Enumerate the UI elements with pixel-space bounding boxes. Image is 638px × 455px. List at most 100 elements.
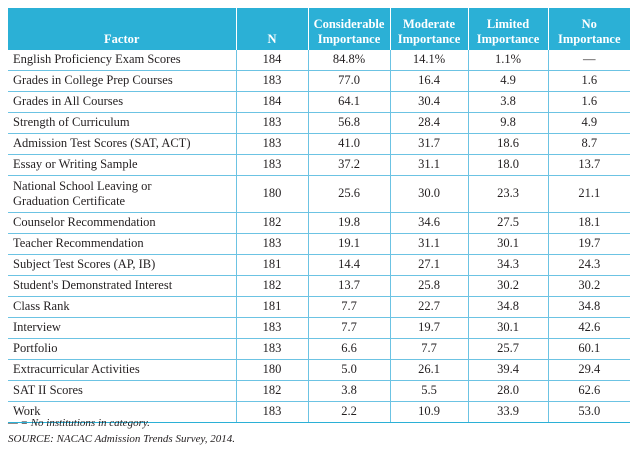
cell-moderate: 30.0 (390, 175, 469, 213)
cell-considerable: 64.1 (308, 91, 391, 113)
cell-moderate: 27.1 (390, 254, 469, 276)
cell-moderate: 19.7 (390, 317, 469, 339)
cell-no: 8.7 (548, 133, 630, 155)
cell-considerable: 19.1 (308, 233, 391, 255)
cell-factor: Extracurricular Activities (8, 359, 237, 381)
footnote-source: SOURCE: NACAC Admission Trends Survey, 2… (8, 433, 236, 445)
cell-considerable: 41.0 (308, 133, 391, 155)
cell-n: 183 (236, 70, 309, 92)
cell-factor: Portfolio (8, 338, 237, 360)
cell-no: 34.8 (548, 296, 630, 318)
header-considerable-line2: Importance (317, 32, 381, 46)
cell-no: 24.3 (548, 254, 630, 276)
cell-considerable: 77.0 (308, 70, 391, 92)
header-moderate-line2: Importance (397, 32, 461, 46)
cell-no: 62.6 (548, 380, 630, 402)
importance-table-container: Factor N Considerable Importance Moderat… (8, 8, 630, 423)
cell-n: 184 (236, 50, 309, 71)
cell-moderate: 28.4 (390, 112, 469, 134)
cell-n: 182 (236, 275, 309, 297)
table-header: Factor N Considerable Importance Moderat… (8, 8, 630, 50)
cell-limited: 33.9 (468, 401, 549, 423)
cell-factor: Student's Demonstrated Interest (8, 275, 237, 297)
cell-considerable: 56.8 (308, 112, 391, 134)
cell-factor: English Proficiency Exam Scores (8, 50, 237, 71)
cell-limited: 1.1% (468, 50, 549, 71)
cell-considerable: 7.7 (308, 296, 391, 318)
cell-moderate: 5.5 (390, 380, 469, 402)
cell-factor: Counselor Recommendation (8, 212, 237, 234)
cell-considerable: 19.8 (308, 212, 391, 234)
cell-limited: 30.2 (468, 275, 549, 297)
header-limited: Limited Importance (468, 8, 549, 50)
cell-moderate: 34.6 (390, 212, 469, 234)
cell-n: 183 (236, 112, 309, 134)
cell-no: — (548, 50, 630, 71)
table-row: Subject Test Scores (AP, IB) 181 14.4 27.1 3… (8, 254, 630, 276)
cell-considerable: 5.0 (308, 359, 391, 381)
cell-no: 30.2 (548, 275, 630, 297)
table-row: English Proficiency Exam Scores 184 84.8% 1… (8, 50, 630, 71)
table-row: Teacher Recommendation 183 19.1 31.1 30.1 19.… (8, 233, 630, 255)
cell-factor: Grades in All Courses (8, 91, 237, 113)
header-considerable-line1: Considerable (313, 17, 385, 31)
cell-factor-line: National School Leaving or (13, 178, 152, 193)
cell-moderate: 31.1 (390, 154, 469, 176)
table-row: Portfolio 183 6.6 7.7 25.7 60.1 (8, 338, 630, 360)
cell-no: 1.6 (548, 70, 630, 92)
cell-n: 180 (236, 175, 309, 213)
cell-n: 183 (236, 133, 309, 155)
cell-n: 181 (236, 254, 309, 276)
cell-n: 182 (236, 212, 309, 234)
cell-no: 42.6 (548, 317, 630, 339)
cell-n: 181 (236, 296, 309, 318)
cell-no: 13.7 (548, 154, 630, 176)
cell-considerable: 7.7 (308, 317, 391, 339)
cell-n: 183 (236, 233, 309, 255)
table-row: Interview 183 7.7 19.7 30.1 42.6 (8, 317, 630, 339)
header-n: N (236, 8, 309, 50)
cell-limited: 18.6 (468, 133, 549, 155)
cell-factor: National School Leaving or Graduation Cer… (8, 175, 237, 213)
cell-no: 29.4 (548, 359, 630, 381)
cell-moderate: 26.1 (390, 359, 469, 381)
cell-moderate: 10.9 (390, 401, 469, 423)
cell-considerable: 84.8% (308, 50, 391, 71)
cell-no: 18.1 (548, 212, 630, 234)
cell-limited: 3.8 (468, 91, 549, 113)
header-moderate: Moderate Importance (390, 8, 469, 50)
cell-limited: 34.8 (468, 296, 549, 318)
cell-no: 4.9 (548, 112, 630, 134)
footnotes: — = No institutions in category. SOURCE:… (8, 415, 235, 447)
cell-moderate: 30.4 (390, 91, 469, 113)
cell-moderate: 16.4 (390, 70, 469, 92)
table-row: SAT II Scores 182 3.8 5.5 28.0 62.6 (8, 380, 630, 402)
cell-moderate: 31.7 (390, 133, 469, 155)
cell-n: 183 (236, 154, 309, 176)
header-moderate-line1: Moderate (402, 17, 456, 31)
cell-considerable: 2.2 (308, 401, 391, 423)
cell-factor: Admission Test Scores (SAT, ACT) (8, 133, 237, 155)
cell-limited: 39.4 (468, 359, 549, 381)
cell-moderate: 31.1 (390, 233, 469, 255)
header-limited-line2: Importance (476, 32, 540, 46)
table-row: Class Rank 181 7.7 22.7 34.8 34.8 (8, 296, 630, 318)
table-row: Extracurricular Activities 180 5.0 26.1 39.4… (8, 359, 630, 381)
cell-factor: Strength of Curriculum (8, 112, 237, 134)
header-considerable: Considerable Importance (308, 8, 391, 50)
cell-factor: Essay or Writing Sample (8, 154, 237, 176)
cell-no: 1.6 (548, 91, 630, 113)
table-row: Grades in All Courses 184 64.1 30.4 3.8 1.6 (8, 91, 630, 113)
cell-moderate: 22.7 (390, 296, 469, 318)
cell-moderate: 25.8 (390, 275, 469, 297)
cell-factor: SAT II Scores (8, 380, 237, 402)
cell-limited: 27.5 (468, 212, 549, 234)
cell-considerable: 25.6 (308, 175, 391, 213)
cell-n: 183 (236, 401, 309, 423)
cell-factor: Teacher Recommendation (8, 233, 237, 255)
cell-no: 60.1 (548, 338, 630, 360)
table-row: Admission Test Scores (SAT, ACT) 183 41.0 3… (8, 133, 630, 155)
header-no-line2: Importance (558, 32, 621, 46)
cell-factor: Subject Test Scores (AP, IB) (8, 254, 237, 276)
cell-factor: Grades in College Prep Courses (8, 70, 237, 92)
